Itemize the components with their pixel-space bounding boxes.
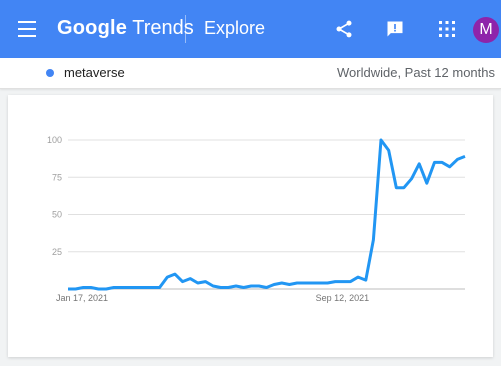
y-tick-label: 50 [52, 210, 62, 220]
x-tick-label: Jan 17, 2021 [56, 293, 108, 303]
apps-icon[interactable] [438, 20, 456, 38]
interest-over-time-chart: 100 75 50 25 Jan 17, 2021 Sep 12, 2021 [47, 135, 466, 303]
term-color-dot [46, 69, 54, 77]
y-axis-labels: 100 75 50 25 [47, 135, 62, 257]
avatar[interactable]: M [473, 17, 499, 43]
region-time-scope[interactable]: Worldwide, Past 12 months [337, 65, 495, 80]
y-tick-label: 100 [47, 135, 62, 145]
chart-grid [68, 139, 465, 290]
page-title: Explore [204, 18, 266, 38]
x-axis-labels: Jan 17, 2021 Sep 12, 2021 [56, 293, 369, 303]
share-icon[interactable] [334, 19, 354, 39]
google-trends-logo[interactable]: Google Trends [57, 17, 194, 40]
top-app-bar: Google Trends Explore M [0, 0, 501, 58]
search-term[interactable]: metaverse [64, 65, 125, 80]
menu-icon[interactable] [18, 21, 36, 37]
search-term-bar: metaverse Worldwide, Past 12 months [0, 58, 501, 89]
feedback-icon[interactable] [385, 19, 405, 39]
series-line-metaverse [68, 138, 466, 291]
x-tick-label: Sep 12, 2021 [316, 293, 370, 303]
brand-google: Google [57, 17, 128, 39]
interest-over-time-card: 100 75 50 25 Jan 17, 2021 Sep 12, 2021 [8, 95, 493, 357]
y-tick-label: 25 [52, 247, 62, 257]
header-divider [185, 15, 186, 43]
y-tick-label: 75 [52, 172, 62, 182]
brand-trends: Trends [132, 17, 194, 39]
